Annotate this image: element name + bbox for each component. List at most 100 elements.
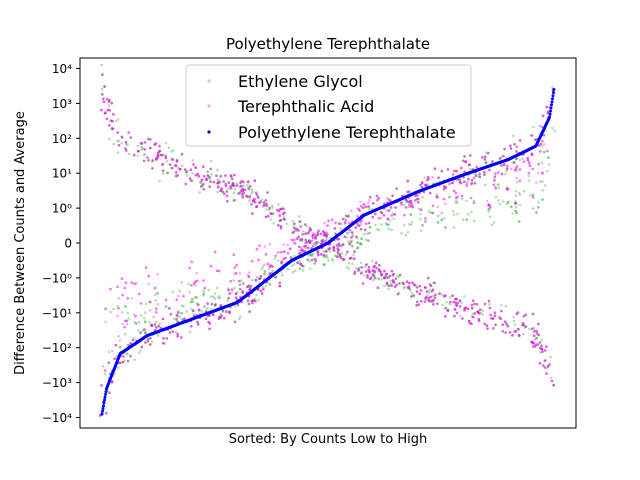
data-point-ethylene-glycol bbox=[543, 349, 547, 352]
data-point-ethylene-glycol bbox=[263, 270, 267, 273]
data-point-terephthalic-acid bbox=[316, 250, 320, 253]
data-point-ethylene-glycol bbox=[181, 317, 185, 321]
data-point-ethylene-glycol bbox=[348, 230, 352, 234]
data-point-terephthalic-acid bbox=[174, 174, 178, 178]
data-point-terephthalic-acid bbox=[550, 379, 554, 383]
data-point-ethylene-glycol bbox=[360, 266, 363, 269]
data-point-ethylene-glycol bbox=[162, 153, 165, 156]
data-point-terephthalic-acid bbox=[203, 175, 206, 178]
data-point-terephthalic-acid bbox=[537, 171, 540, 175]
data-point-terephthalic-acid bbox=[513, 143, 516, 146]
data-point-ethylene-glycol bbox=[509, 147, 513, 150]
data-point-ethylene-glycol bbox=[126, 352, 129, 355]
data-point-ethylene-glycol bbox=[310, 242, 313, 245]
data-point-ethylene-glycol bbox=[310, 258, 314, 262]
data-point-ethylene-glycol bbox=[524, 325, 528, 328]
data-point-ethylene-glycol bbox=[353, 270, 357, 274]
data-point-terephthalic-acid bbox=[175, 314, 179, 317]
data-point-ethylene-glycol bbox=[444, 226, 447, 229]
data-point-ethylene-glycol bbox=[300, 238, 304, 241]
data-point-terephthalic-acid bbox=[248, 195, 252, 198]
data-point-terephthalic-acid bbox=[217, 269, 221, 273]
data-point-terephthalic-acid bbox=[432, 281, 436, 285]
data-point-ethylene-glycol bbox=[522, 314, 526, 318]
data-point-ethylene-glycol bbox=[416, 197, 419, 201]
data-point-terephthalic-acid bbox=[202, 187, 205, 191]
data-point-terephthalic-acid bbox=[251, 299, 255, 302]
data-point-terephthalic-acid bbox=[176, 332, 179, 336]
data-point-terephthalic-acid bbox=[311, 234, 314, 238]
data-point-ethylene-glycol bbox=[351, 231, 354, 234]
data-point-ethylene-glycol bbox=[323, 263, 326, 266]
data-point-terephthalic-acid bbox=[368, 195, 372, 199]
data-point-ethylene-glycol bbox=[429, 211, 432, 214]
data-point-ethylene-glycol bbox=[190, 179, 193, 183]
data-point-terephthalic-acid bbox=[255, 193, 259, 197]
data-point-terephthalic-acid bbox=[446, 309, 450, 313]
data-point-terephthalic-acid bbox=[492, 183, 496, 187]
data-point-ethylene-glycol bbox=[426, 183, 429, 187]
data-point-terephthalic-acid bbox=[527, 171, 531, 175]
data-point-ethylene-glycol bbox=[501, 330, 505, 333]
data-point-ethylene-glycol bbox=[475, 303, 479, 306]
data-point-ethylene-glycol bbox=[415, 304, 418, 307]
data-point-ethylene-glycol bbox=[487, 151, 490, 155]
data-point-ethylene-glycol bbox=[484, 161, 488, 164]
data-point-ethylene-glycol bbox=[477, 175, 481, 178]
data-point-ethylene-glycol bbox=[232, 199, 236, 202]
data-point-ethylene-glycol bbox=[455, 311, 459, 315]
data-point-terephthalic-acid bbox=[123, 286, 127, 290]
data-point-ethylene-glycol bbox=[380, 274, 384, 277]
data-point-ethylene-glycol bbox=[130, 296, 133, 300]
data-point-terephthalic-acid bbox=[215, 174, 218, 177]
data-point-ethylene-glycol bbox=[411, 281, 414, 285]
data-point-ethylene-glycol bbox=[242, 180, 245, 184]
data-point-ethylene-glycol bbox=[233, 286, 236, 290]
x-axis-label: Sorted: By Counts Low to High bbox=[229, 432, 427, 447]
data-point-ethylene-glycol bbox=[240, 189, 243, 192]
data-point-terephthalic-acid bbox=[292, 238, 296, 242]
data-point-terephthalic-acid bbox=[537, 162, 540, 166]
data-point-terephthalic-acid bbox=[144, 331, 147, 335]
data-point-ethylene-glycol bbox=[514, 190, 518, 193]
data-point-terephthalic-acid bbox=[228, 292, 231, 295]
data-point-ethylene-glycol bbox=[489, 215, 492, 219]
data-point-terephthalic-acid bbox=[210, 302, 214, 306]
data-point-ethylene-glycol bbox=[436, 221, 440, 224]
data-point-ethylene-glycol bbox=[249, 285, 253, 288]
data-point-ethylene-glycol bbox=[251, 199, 255, 203]
data-point-ethylene-glycol bbox=[218, 294, 221, 298]
data-point-ethylene-glycol bbox=[277, 209, 281, 213]
data-point-ethylene-glycol bbox=[343, 222, 347, 226]
data-point-terephthalic-acid bbox=[552, 383, 555, 387]
data-point-ethylene-glycol bbox=[198, 191, 201, 194]
data-point-ethylene-glycol bbox=[430, 290, 434, 293]
data-point-ethylene-glycol bbox=[546, 170, 549, 173]
data-point-pet bbox=[104, 390, 108, 394]
data-point-terephthalic-acid bbox=[502, 163, 506, 166]
data-point-ethylene-glycol bbox=[266, 191, 269, 194]
data-point-terephthalic-acid bbox=[149, 300, 152, 304]
data-point-terephthalic-acid bbox=[225, 310, 228, 313]
data-point-ethylene-glycol bbox=[436, 302, 439, 306]
data-point-terephthalic-acid bbox=[278, 281, 282, 285]
data-point-ethylene-glycol bbox=[492, 221, 496, 224]
data-point-ethylene-glycol bbox=[532, 125, 535, 129]
data-point-ethylene-glycol bbox=[143, 153, 146, 156]
data-point-ethylene-glycol bbox=[102, 97, 105, 101]
data-point-ethylene-glycol bbox=[426, 175, 430, 179]
data-point-ethylene-glycol bbox=[427, 210, 431, 213]
data-point-terephthalic-acid bbox=[408, 281, 411, 285]
data-point-terephthalic-acid bbox=[208, 322, 212, 325]
data-point-ethylene-glycol bbox=[340, 252, 344, 255]
data-point-ethylene-glycol bbox=[321, 238, 325, 241]
data-point-ethylene-glycol bbox=[421, 182, 424, 186]
data-point-ethylene-glycol bbox=[316, 251, 320, 255]
data-point-terephthalic-acid bbox=[371, 269, 375, 273]
data-point-ethylene-glycol bbox=[312, 242, 316, 246]
data-point-terephthalic-acid bbox=[233, 320, 237, 324]
data-point-ethylene-glycol bbox=[202, 182, 205, 186]
data-point-ethylene-glycol bbox=[518, 193, 522, 196]
data-point-ethylene-glycol bbox=[232, 191, 236, 195]
data-point-ethylene-glycol bbox=[175, 159, 179, 162]
